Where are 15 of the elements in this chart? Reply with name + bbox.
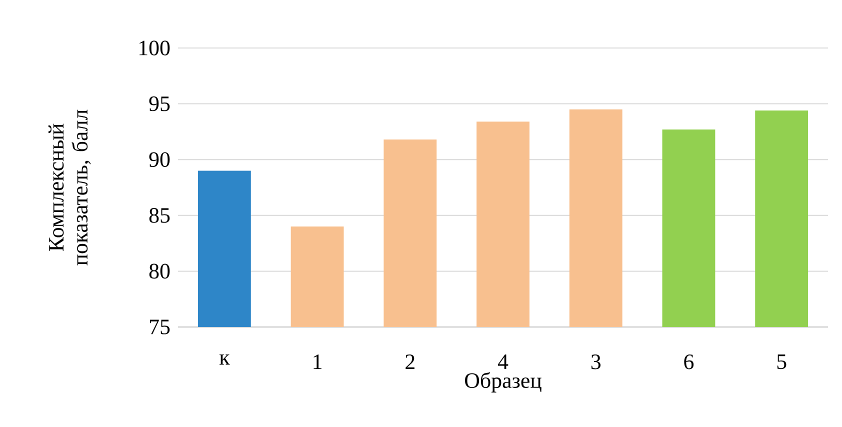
x-tick-label: к — [220, 354, 230, 365]
x-tick-label: 6 — [684, 354, 694, 370]
x-tick-label: 3 — [591, 354, 600, 370]
y-tick-label: 75 — [150, 320, 170, 334]
x-tick-label: 4 — [498, 354, 508, 369]
y-tick-label: 100 — [140, 40, 170, 56]
x-tick-label: 5 — [777, 354, 786, 370]
y-tick-label: 95 — [149, 96, 170, 112]
y-axis-title: Комплексный показатель, балл — [48, 110, 91, 266]
y-tick-label: 90 — [149, 152, 170, 167]
x-tick-label: 2 — [406, 354, 414, 370]
x-axis-title: Образец — [465, 372, 542, 392]
y-tick-label: 85 — [149, 208, 170, 223]
x-tick-label: 1 — [314, 354, 322, 369]
y-tick-label: 80 — [149, 264, 170, 279]
